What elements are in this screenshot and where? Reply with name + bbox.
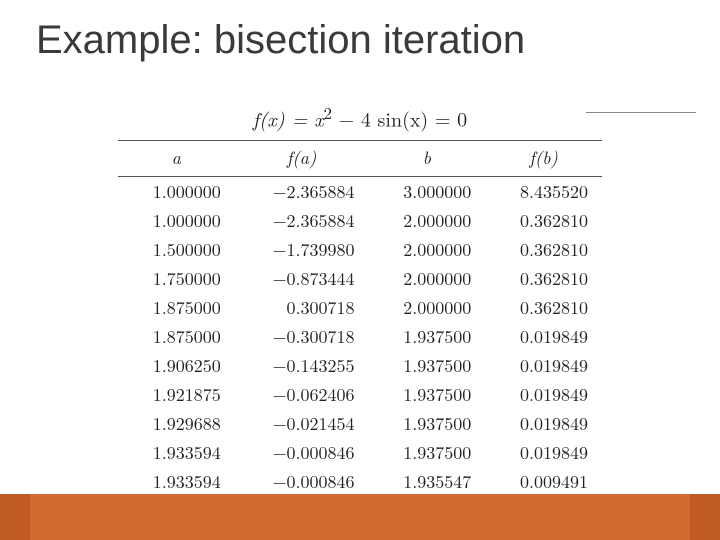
table-cell: 1.937500: [369, 351, 486, 380]
footer-bar-inner: [30, 494, 690, 540]
slide-root: Example: bisection iteration f(x) = x2 −…: [0, 0, 720, 540]
table-cell: 0.009491: [485, 467, 602, 496]
data-table: a f(a) b f(b) 1.000000−2.3658843.0000008…: [118, 140, 602, 540]
table-cell: 0.019849: [485, 409, 602, 438]
table-row: 1.875000−0.3007181.9375000.019849: [118, 322, 602, 351]
table-cell: −2.365884: [235, 177, 369, 207]
table-cell: 1.937500: [369, 380, 486, 409]
table-cell: 2.000000: [369, 206, 486, 235]
col-header-a: a: [118, 141, 235, 177]
table-cell: 1.929688: [118, 409, 235, 438]
table-header-row: a f(a) b f(b): [118, 141, 602, 177]
col-header-fb: f(b): [485, 141, 602, 177]
table-row: 1.000000−2.3658842.0000000.362810: [118, 206, 602, 235]
table-cell: 1.935547: [369, 467, 486, 496]
table-cell: −0.300718: [235, 322, 369, 351]
table-cell: −2.365884: [235, 206, 369, 235]
table-cell: −0.021454: [235, 409, 369, 438]
col-header-b: b: [369, 141, 486, 177]
table-cell: 1.000000: [118, 177, 235, 207]
equation-lhs: f(x) = x: [253, 104, 324, 133]
table-cell: 0.362810: [485, 293, 602, 322]
table-cell: 0.019849: [485, 380, 602, 409]
slide-title: Example: bisection iteration: [36, 18, 525, 63]
table-cell: 0.300718: [235, 293, 369, 322]
table-row: 1.921875−0.0624061.9375000.019849: [118, 380, 602, 409]
table-cell: 1.937500: [369, 409, 486, 438]
table-row: 1.933594−0.0008461.9355470.009491: [118, 467, 602, 496]
table-cell: 0.362810: [485, 235, 602, 264]
table-cell: 2.000000: [369, 293, 486, 322]
table-cell: −0.873444: [235, 264, 369, 293]
table-cell: −0.000846: [235, 438, 369, 467]
table-cell: −0.000846: [235, 467, 369, 496]
table-cell: 1.875000: [118, 293, 235, 322]
table-row: 1.8750000.3007182.0000000.362810: [118, 293, 602, 322]
table-row: 1.750000−0.8734442.0000000.362810: [118, 264, 602, 293]
table-cell: −0.143255: [235, 351, 369, 380]
equation: f(x) = x2 − 4 sin(x) = 0: [0, 100, 720, 133]
table-cell: 1.500000: [118, 235, 235, 264]
table-cell: 1.933594: [118, 438, 235, 467]
table-row: 1.000000−2.3658843.0000008.435520: [118, 177, 602, 207]
equation-rhs: − 4 sin(x) = 0: [332, 104, 467, 133]
table-cell: 1.000000: [118, 206, 235, 235]
table-cell: 0.019849: [485, 322, 602, 351]
col-header-fa: f(a): [235, 141, 369, 177]
footer-bar: [0, 494, 720, 540]
table-row: 1.500000−1.7399802.0000000.362810: [118, 235, 602, 264]
table-cell: 0.019849: [485, 351, 602, 380]
decorative-rule: [586, 112, 696, 113]
table-cell: −0.062406: [235, 380, 369, 409]
table-row: 1.933594−0.0008461.9375000.019849: [118, 438, 602, 467]
table-cell: 8.435520: [485, 177, 602, 207]
table-cell: 0.362810: [485, 264, 602, 293]
table-body: 1.000000−2.3658843.0000008.4355201.00000…: [118, 177, 602, 540]
table-cell: 1.921875: [118, 380, 235, 409]
table-cell: 0.362810: [485, 206, 602, 235]
table-cell: 1.906250: [118, 351, 235, 380]
table-row: 1.929688−0.0214541.9375000.019849: [118, 409, 602, 438]
table-cell: 0.019849: [485, 438, 602, 467]
table-cell: 1.875000: [118, 322, 235, 351]
table-cell: 2.000000: [369, 264, 486, 293]
table-row: 1.906250−0.1432551.9375000.019849: [118, 351, 602, 380]
table-cell: 1.937500: [369, 438, 486, 467]
table-cell: 1.933594: [118, 467, 235, 496]
bisection-table: a f(a) b f(b) 1.000000−2.3658843.0000008…: [118, 140, 602, 540]
equation-sup: 2: [324, 100, 332, 124]
table-cell: 1.750000: [118, 264, 235, 293]
table-cell: 1.937500: [369, 322, 486, 351]
table-cell: 2.000000: [369, 235, 486, 264]
table-cell: 3.000000: [369, 177, 486, 207]
table-cell: −1.739980: [235, 235, 369, 264]
